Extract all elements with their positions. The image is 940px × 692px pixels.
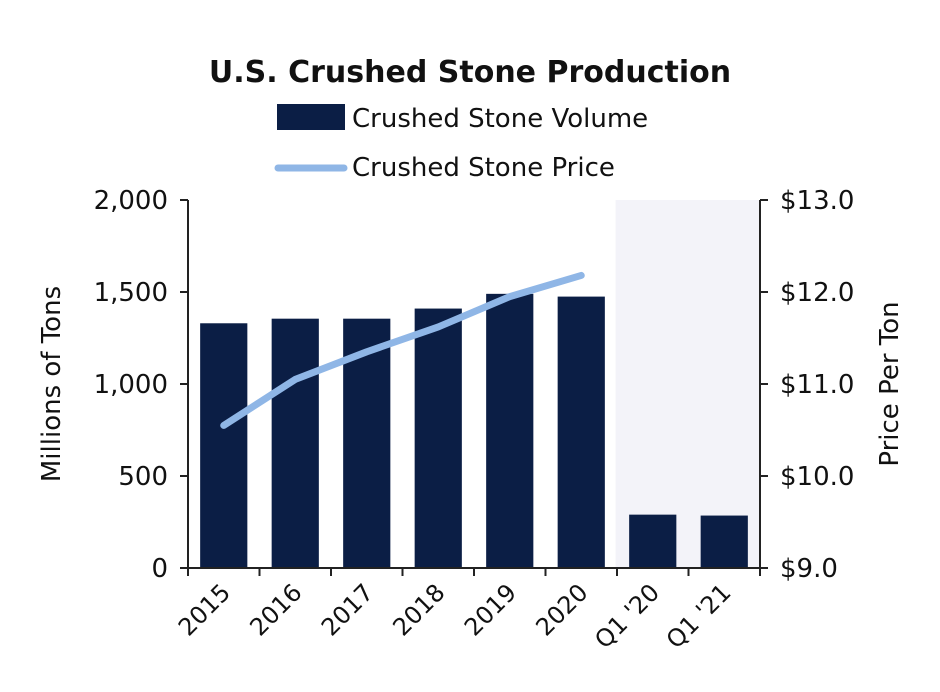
x-tick-label: Q1 '21 xyxy=(661,578,737,654)
right-axis-ticks: $9.0 $10.0 $11.0 $12.0 $13.0 xyxy=(760,186,854,584)
left-axis-ticks: 0 500 1,000 1,500 2,000 xyxy=(94,186,188,584)
x-tick-label: 2020 xyxy=(531,578,594,641)
legend-price-label: Crushed Stone Price xyxy=(352,153,615,183)
left-tick-label: 0 xyxy=(151,554,168,584)
x-tick-label: 2019 xyxy=(459,578,522,641)
right-tick-label: $12.0 xyxy=(780,278,854,308)
left-tick-label: 1,500 xyxy=(94,278,168,308)
right-axis-title: Price Per Ton xyxy=(875,301,905,466)
legend-volume-swatch xyxy=(277,104,345,130)
x-tick-label: 2017 xyxy=(316,578,379,641)
left-tick-label: 2,000 xyxy=(94,186,168,216)
x-tick-label: 2018 xyxy=(388,578,451,641)
bar-7 xyxy=(700,515,748,568)
right-tick-label: $9.0 xyxy=(780,554,838,584)
bar-4 xyxy=(486,293,534,568)
x-tick-label: 2015 xyxy=(173,578,236,641)
legend-volume-label: Crushed Stone Volume xyxy=(352,104,648,134)
x-tick-label: 2016 xyxy=(245,578,308,641)
left-tick-label: 500 xyxy=(118,462,168,492)
bar-1 xyxy=(271,318,319,568)
bar-series xyxy=(200,293,748,568)
x-tick-label: Q1 '20 xyxy=(589,578,665,654)
chart-title: U.S. Crushed Stone Production xyxy=(209,55,731,90)
left-tick-label: 1,000 xyxy=(94,370,168,400)
bar-5 xyxy=(557,296,605,568)
left-axis-title: Millions of Tons xyxy=(37,286,67,482)
right-tick-label: $11.0 xyxy=(780,370,854,400)
price-line xyxy=(220,271,585,429)
right-tick-label: $13.0 xyxy=(780,186,854,216)
bar-0 xyxy=(200,323,248,568)
bar-3 xyxy=(414,308,462,568)
right-tick-label: $10.0 xyxy=(780,462,854,492)
bar-6 xyxy=(629,514,677,568)
forecast-shade xyxy=(615,200,760,568)
